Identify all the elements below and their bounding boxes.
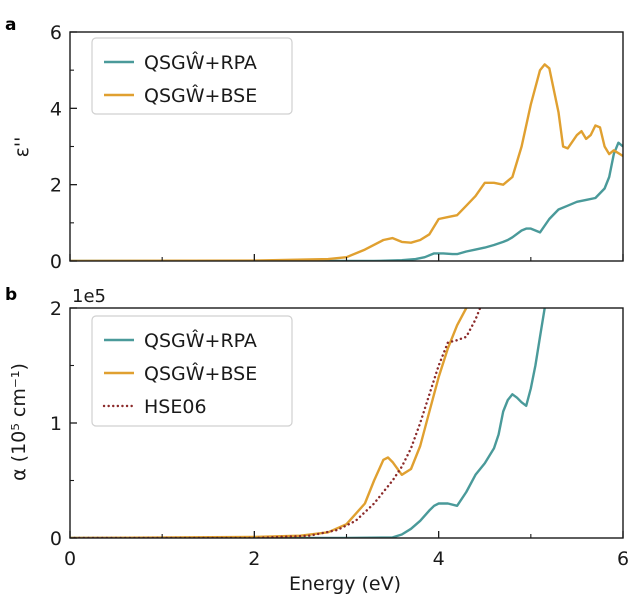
y-tick-label: 2: [50, 175, 62, 197]
y-tick-label: 1: [50, 413, 62, 435]
series-line-2: [70, 63, 623, 261]
legend-label: QSGŴ+BSE: [144, 361, 257, 385]
y-tick-label: 2: [50, 298, 62, 320]
y-tick-label: 4: [50, 98, 62, 120]
x-tick-label: 4: [433, 548, 445, 570]
legend-label: QSGŴ+RPA: [144, 328, 257, 352]
legend-label: QSGŴ+BSE: [144, 83, 257, 107]
series-line-3: [70, 308, 482, 538]
x-tick-label: 0: [64, 548, 76, 570]
legend-box: [91, 315, 293, 427]
series-line-1: [70, 141, 623, 261]
y-tick-label: 0: [50, 528, 62, 550]
x-tick-label: 2: [248, 548, 260, 570]
legend-box: [91, 37, 293, 115]
panel-label-a: a: [5, 15, 16, 35]
panel-label-b: b: [5, 285, 17, 305]
x-axis-label-b: Energy (eV): [289, 573, 401, 595]
y-tick-label: 6: [50, 22, 62, 44]
y-axis-label-a: ε'': [11, 137, 33, 158]
panel-b-plot: 0 1 2 0 2 4 6 QSGŴ+RPA QSGŴ+BSE HSE06: [50, 298, 629, 570]
y-tick-label: 0: [50, 251, 62, 273]
y-multiplier-label: 1e5: [72, 286, 106, 307]
y-axis-label-b: α (10⁵ cm⁻¹): [8, 363, 30, 481]
legend-label: HSE06: [144, 396, 207, 418]
legend-label: QSGŴ+RPA: [144, 50, 257, 74]
x-tick-label: 6: [617, 548, 629, 570]
panel-a-plot: 0 2 4 6 QSGŴ+RPA QSGŴ+BSE: [50, 22, 624, 273]
series-line-1: [70, 308, 546, 538]
